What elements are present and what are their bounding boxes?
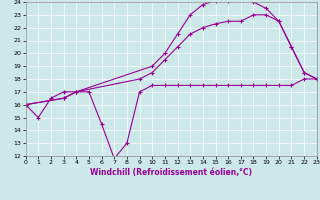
X-axis label: Windchill (Refroidissement éolien,°C): Windchill (Refroidissement éolien,°C)	[90, 168, 252, 177]
